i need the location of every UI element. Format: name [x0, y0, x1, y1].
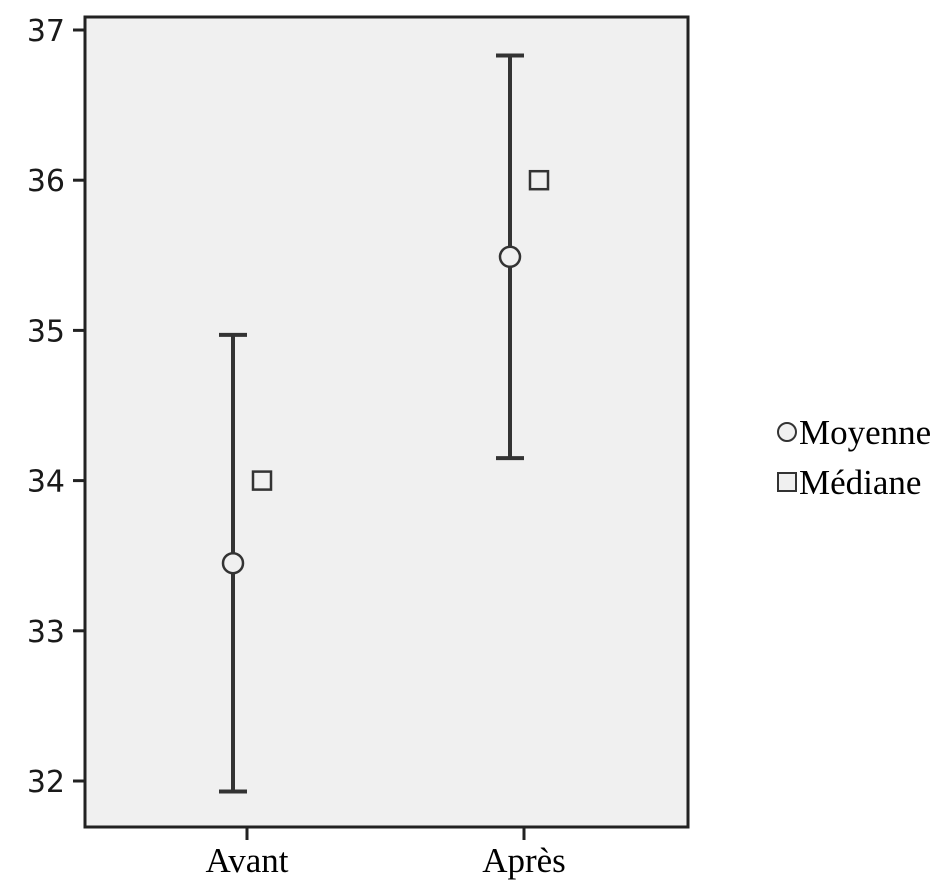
legend-circle-icon [777, 422, 797, 442]
mean-point [221, 551, 245, 575]
median-point [528, 169, 550, 191]
y-tick-label: 34 [27, 465, 65, 500]
median-point [251, 470, 273, 491]
legend-label: Moyenne [799, 413, 931, 452]
y-tick-label: 37 [27, 14, 65, 49]
legend: Moyenne Médiane [777, 413, 931, 502]
legend-square-icon [777, 472, 797, 492]
y-tick-label: 35 [27, 314, 65, 349]
y-axis: 32 33 34 35 36 37 [27, 14, 85, 800]
data-markers [221, 169, 550, 575]
y-tick-label: 33 [27, 615, 65, 650]
legend-item: Médiane [777, 463, 921, 502]
legend-label: Médiane [799, 463, 921, 502]
y-tick-label: 32 [27, 765, 65, 800]
mean-point [498, 245, 522, 269]
plot-area [83, 15, 690, 829]
x-axis: Avant Après [206, 827, 566, 880]
legend-item: Moyenne [777, 413, 931, 452]
x-tick-label: Avant [206, 841, 289, 880]
x-tick-label: Après [482, 841, 566, 880]
y-tick-label: 36 [27, 164, 65, 199]
